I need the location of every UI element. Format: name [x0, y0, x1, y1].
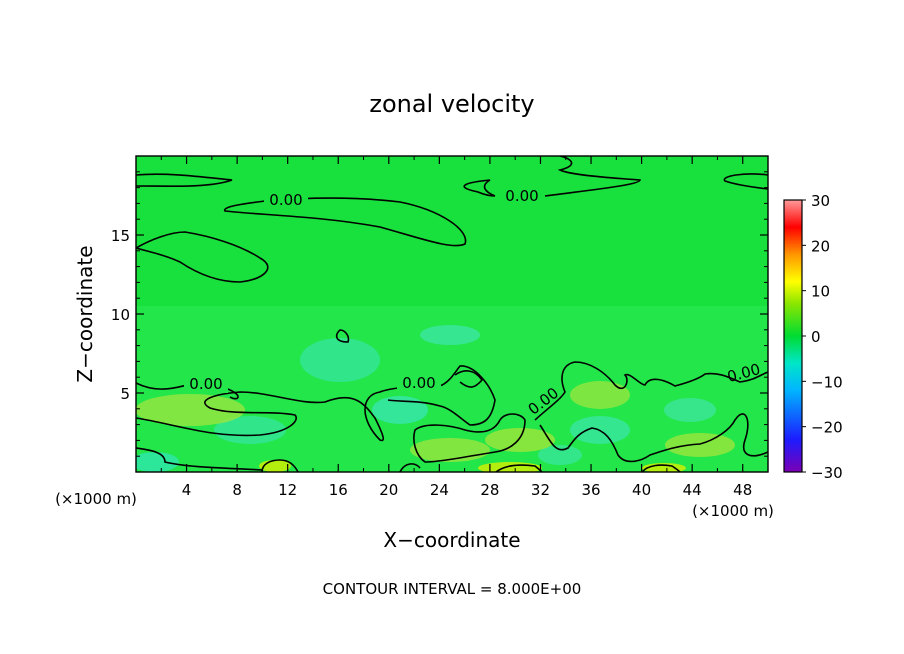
x-tick-label: 36: [581, 481, 600, 499]
contour-label: 0.00: [189, 375, 222, 393]
y-ticks: 5 10 15: [111, 171, 768, 457]
colorbar-tick-label: 0: [811, 328, 821, 346]
colorbar-gradient: [783, 199, 803, 473]
x-unit-label-right: (×1000 m): [692, 502, 774, 520]
contour-interval-note: CONTOUR INTERVAL = 8.000E+00: [323, 580, 582, 598]
x-tick-label: 28: [480, 481, 499, 499]
contour-line: [387, 365, 496, 426]
contour-lines: [136, 156, 768, 472]
colorbar: 30 20 10 0 −10 −20 −30: [783, 192, 843, 482]
x-unit-label-left: (×1000 m): [55, 490, 137, 508]
x-axis-title: X−coordinate: [383, 528, 520, 552]
colorbar-tick-label: 10: [811, 283, 830, 301]
velocity-field: [136, 156, 768, 472]
x-tick-label: 40: [632, 481, 651, 499]
contour-line: [224, 197, 467, 247]
colorbar-ticks: 30 20 10 0 −10 −20 −30: [802, 192, 843, 482]
colorbar-tick-label: −30: [811, 464, 843, 482]
contour-line: [136, 387, 401, 442]
y-tick-label: 15: [111, 227, 130, 245]
x-tick-label: 16: [329, 481, 348, 499]
colorbar-tick-label: −10: [811, 373, 843, 391]
y-tick-label: 10: [111, 306, 130, 324]
x-tick-label: 20: [379, 481, 398, 499]
x-tick-label: 48: [733, 481, 752, 499]
y-tick-label: 5: [120, 385, 130, 403]
contour-line: [136, 231, 269, 283]
colorbar-tick-label: −20: [811, 419, 843, 437]
contour-line: [539, 413, 768, 463]
x-ticks: 4 8 12 16 20 24 28 32 36 40 44 48: [160, 156, 752, 499]
colorbar-tick-label: 30: [811, 192, 830, 210]
contour-line: [224, 387, 239, 400]
contour-label: 0.00: [269, 191, 302, 209]
contour-line: [413, 413, 526, 463]
contour-line: [136, 173, 233, 188]
contour-line: [463, 179, 496, 197]
upper-field-band: [136, 156, 768, 306]
chart-title: zonal velocity: [369, 90, 534, 118]
contour-line: [723, 173, 768, 190]
x-tick-label: 32: [531, 481, 550, 499]
contour-line: [136, 447, 263, 471]
x-tick-label: 44: [683, 481, 702, 499]
x-tick-label: 24: [430, 481, 449, 499]
high-speed-patches: [136, 381, 735, 472]
x-tick-label: 4: [182, 481, 192, 499]
contour-line: [454, 370, 484, 388]
x-tick-label: 12: [278, 481, 297, 499]
x-tick-label: 8: [232, 481, 242, 499]
contour-label: 0.00: [402, 374, 435, 392]
contour-line: [335, 329, 350, 343]
y-axis-title: Z−coordinate: [73, 245, 97, 382]
contour-line: [534, 361, 768, 421]
contour-line: [544, 156, 641, 197]
contour-line: [261, 459, 299, 472]
contour-label: 0.00: [505, 187, 538, 205]
contour-line: [399, 463, 421, 472]
colorbar-tick-label: 20: [811, 237, 830, 255]
